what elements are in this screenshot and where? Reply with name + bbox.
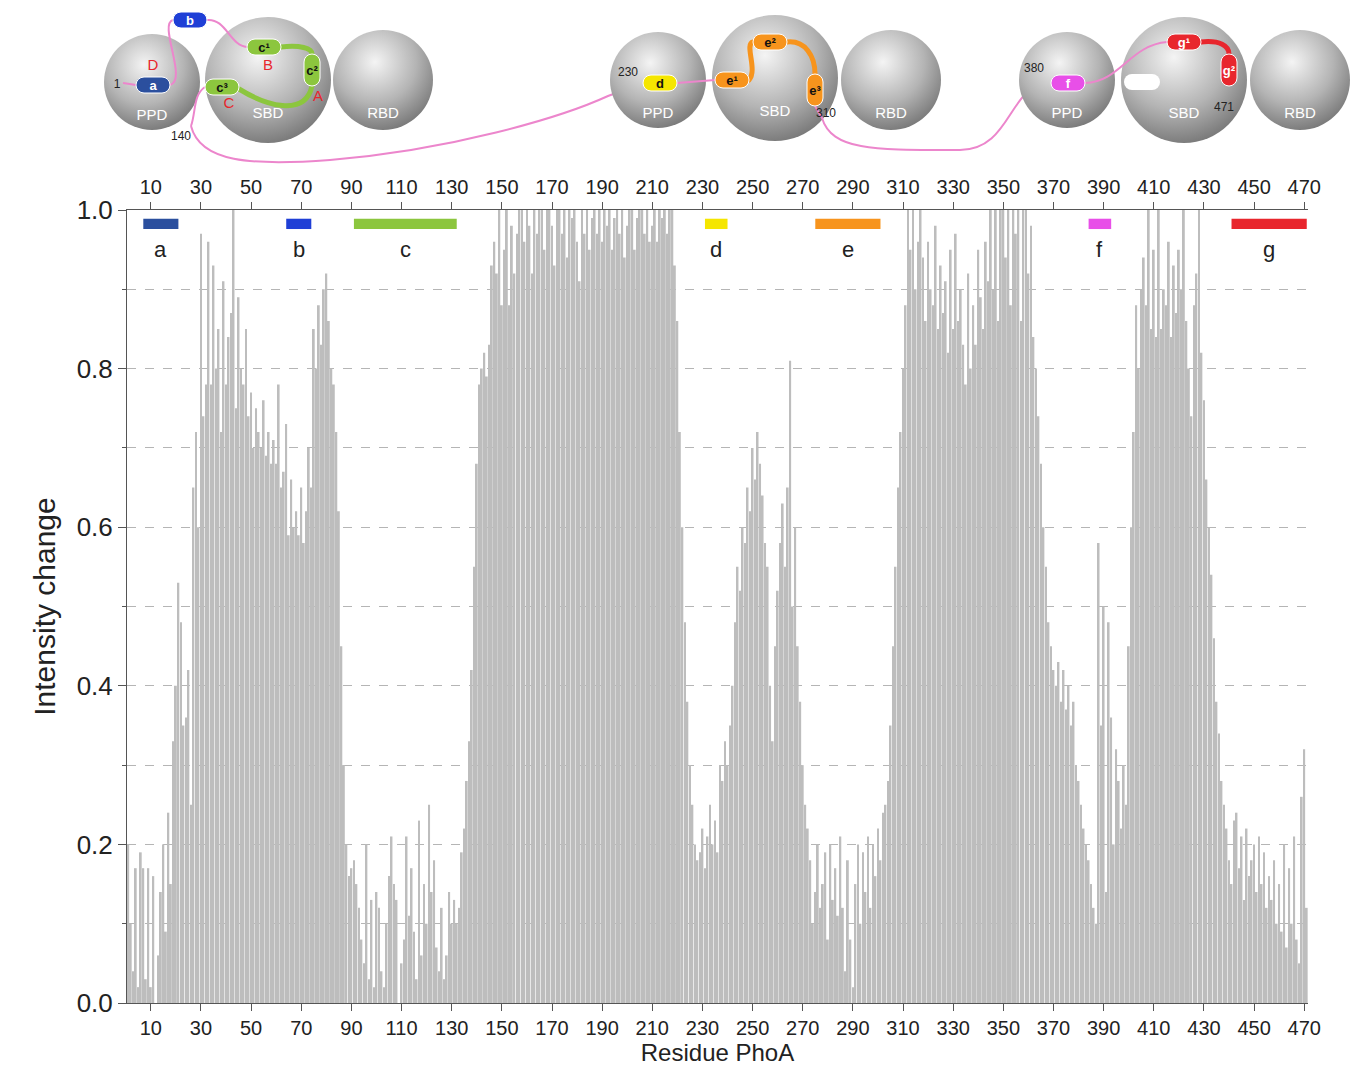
svg-text:470: 470: [1288, 176, 1321, 198]
svg-text:Intensity change: Intensity change: [28, 497, 61, 715]
svg-text:PPD: PPD: [137, 106, 168, 123]
svg-text:f: f: [1096, 237, 1103, 262]
svg-text:390: 390: [1087, 176, 1120, 198]
svg-text:130: 130: [435, 176, 468, 198]
svg-text:230: 230: [686, 176, 719, 198]
svg-text:0.8: 0.8: [77, 354, 113, 384]
svg-text:380: 380: [1024, 61, 1044, 75]
svg-text:170: 170: [535, 1017, 568, 1039]
svg-text:0.6: 0.6: [77, 512, 113, 542]
svg-text:310: 310: [886, 176, 919, 198]
svg-text:410: 410: [1137, 1017, 1170, 1039]
svg-text:450: 450: [1237, 1017, 1270, 1039]
svg-text:PPD: PPD: [1052, 104, 1083, 121]
svg-text:190: 190: [585, 1017, 618, 1039]
svg-text:210: 210: [636, 176, 669, 198]
svg-text:471: 471: [1214, 100, 1234, 114]
svg-text:D: D: [148, 56, 159, 73]
svg-text:170: 170: [535, 176, 568, 198]
svg-text:0.0: 0.0: [77, 988, 113, 1018]
svg-text:330: 330: [937, 1017, 970, 1039]
svg-text:30: 30: [190, 1017, 212, 1039]
svg-text:30: 30: [190, 176, 212, 198]
svg-text:70: 70: [290, 1017, 312, 1039]
svg-text:c¹: c¹: [258, 40, 270, 55]
svg-text:230: 230: [618, 65, 638, 79]
svg-text:PPD: PPD: [643, 104, 674, 121]
svg-text:c³: c³: [216, 80, 228, 95]
svg-text:f: f: [1066, 76, 1071, 91]
svg-text:10: 10: [140, 1017, 162, 1039]
svg-text:C: C: [224, 94, 235, 111]
svg-text:b: b: [186, 13, 194, 28]
svg-text:e²: e²: [764, 35, 776, 50]
svg-text:430: 430: [1187, 1017, 1220, 1039]
svg-text:470: 470: [1288, 1017, 1321, 1039]
svg-text:230: 230: [686, 1017, 719, 1039]
svg-text:c²: c²: [306, 63, 318, 78]
svg-text:g²: g²: [1223, 63, 1236, 78]
svg-text:370: 370: [1037, 1017, 1070, 1039]
svg-text:A: A: [313, 87, 323, 104]
svg-text:130: 130: [435, 1017, 468, 1039]
svg-text:50: 50: [240, 1017, 262, 1039]
svg-text:RBD: RBD: [367, 104, 399, 121]
svg-text:70: 70: [290, 176, 312, 198]
svg-text:310: 310: [886, 1017, 919, 1039]
svg-text:110: 110: [386, 1017, 418, 1039]
svg-text:d: d: [656, 76, 664, 91]
svg-text:e¹: e¹: [726, 73, 738, 88]
svg-text:150: 150: [485, 1017, 518, 1039]
svg-text:d: d: [710, 237, 722, 262]
svg-text:110: 110: [386, 176, 418, 198]
svg-text:430: 430: [1187, 176, 1220, 198]
svg-text:310: 310: [816, 106, 836, 120]
svg-text:g¹: g¹: [1178, 35, 1190, 50]
svg-text:270: 270: [786, 1017, 819, 1039]
svg-text:150: 150: [485, 176, 518, 198]
svg-text:290: 290: [836, 1017, 869, 1039]
svg-text:250: 250: [736, 1017, 769, 1039]
svg-text:Residue PhoA: Residue PhoA: [641, 1039, 794, 1066]
svg-text:270: 270: [786, 176, 819, 198]
svg-text:410: 410: [1137, 176, 1170, 198]
svg-text:B: B: [263, 56, 273, 73]
svg-text:0.4: 0.4: [77, 671, 113, 701]
svg-text:0.2: 0.2: [77, 830, 113, 860]
svg-text:140: 140: [171, 129, 191, 143]
svg-text:1: 1: [114, 77, 121, 91]
svg-text:RBD: RBD: [875, 104, 907, 121]
svg-text:90: 90: [340, 176, 362, 198]
svg-text:390: 390: [1087, 1017, 1120, 1039]
svg-text:250: 250: [736, 176, 769, 198]
svg-text:e: e: [842, 237, 854, 262]
svg-text:90: 90: [340, 1017, 362, 1039]
svg-text:SBD: SBD: [760, 102, 791, 119]
svg-text:10: 10: [140, 176, 162, 198]
svg-text:350: 350: [987, 1017, 1020, 1039]
svg-text:330: 330: [937, 176, 970, 198]
svg-text:450: 450: [1237, 176, 1270, 198]
svg-text:210: 210: [636, 1017, 669, 1039]
svg-text:c: c: [400, 237, 411, 262]
svg-text:50: 50: [240, 176, 262, 198]
svg-text:e³: e³: [809, 83, 821, 98]
svg-text:SBD: SBD: [1169, 104, 1200, 121]
svg-text:a: a: [154, 237, 167, 262]
svg-text:350: 350: [987, 176, 1020, 198]
svg-text:RBD: RBD: [1284, 104, 1316, 121]
svg-text:1.0: 1.0: [77, 195, 113, 225]
svg-text:370: 370: [1037, 176, 1070, 198]
svg-text:290: 290: [836, 176, 869, 198]
svg-text:a: a: [149, 78, 157, 93]
svg-text:g: g: [1263, 237, 1275, 262]
svg-text:190: 190: [585, 176, 618, 198]
svg-text:b: b: [293, 237, 305, 262]
svg-text:SBD: SBD: [253, 104, 284, 121]
